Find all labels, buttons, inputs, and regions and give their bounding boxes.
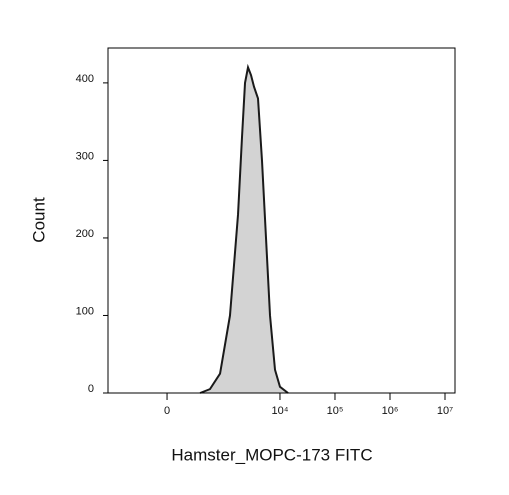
x-tick-label: 0: [164, 405, 170, 417]
y-axis-label: Count: [29, 197, 48, 243]
y-tick-label: 300: [76, 150, 94, 162]
x-tick-label: 10⁴: [271, 405, 288, 417]
plot-frame: [107, 47, 456, 394]
x-tick-label: 10⁷: [437, 405, 453, 417]
y-tick-label: 100: [76, 305, 94, 317]
x-tick-label: 10⁶: [382, 405, 399, 417]
x-tick-label: 10⁵: [327, 405, 344, 417]
area-fill: [200, 67, 289, 393]
y-tick-label: 0: [88, 383, 94, 395]
y-tick-label: 400: [76, 73, 94, 85]
area-line: [199, 63, 289, 394]
y-tick-label: 200: [76, 228, 94, 240]
x-axis-label: Hamster_MOPC-173 FITC: [171, 445, 372, 464]
